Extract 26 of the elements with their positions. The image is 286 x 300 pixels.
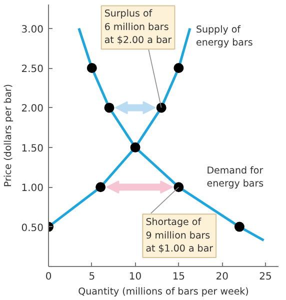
y-tick-label: 0.50 bbox=[21, 222, 44, 234]
point bbox=[130, 142, 140, 152]
y-tick-label: 2.00 bbox=[21, 104, 44, 115]
point bbox=[234, 222, 244, 232]
y-tick-label: 3.00 bbox=[21, 24, 44, 36]
y-tick-label: 1.50 bbox=[21, 143, 44, 154]
annotation: Surplus of 6 million bars at $2.00 a bar bbox=[104, 8, 172, 46]
point bbox=[96, 182, 106, 192]
series-label: Demand for energy bars bbox=[206, 165, 264, 190]
point bbox=[174, 182, 184, 192]
point bbox=[156, 102, 166, 113]
x-tick-label: 25 bbox=[259, 272, 272, 282]
point bbox=[86, 63, 97, 74]
x-axis-title: Quantity (millions of bars per week) bbox=[78, 286, 249, 298]
y-tick-label: 2.50 bbox=[21, 64, 44, 76]
x-tick-label: 15 bbox=[172, 272, 186, 282]
y-tick-label: 1.00 bbox=[21, 183, 44, 194]
x-tick-label: 10 bbox=[128, 272, 142, 282]
point bbox=[104, 102, 114, 113]
point bbox=[174, 63, 184, 74]
x-tick-label: 20 bbox=[216, 272, 228, 282]
annotation: Shortage of 9 million bars at $1.00 a bar bbox=[146, 217, 214, 255]
series-label: Supply of energy bars bbox=[196, 24, 253, 49]
y-axis-title: Price (dollars per bar) bbox=[3, 84, 14, 187]
x-tick-label: 5 bbox=[88, 272, 96, 282]
x-tick-label: 0 bbox=[45, 272, 52, 282]
